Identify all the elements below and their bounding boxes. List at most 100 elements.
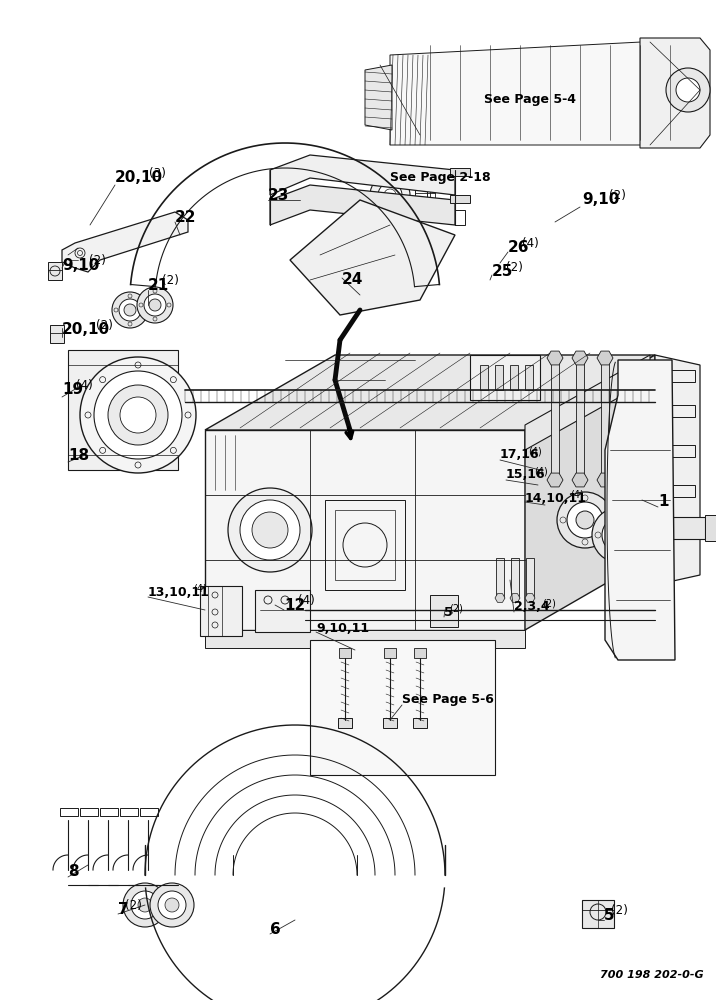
Bar [383,718,397,728]
Circle shape [252,512,288,548]
Text: 7: 7 [118,902,129,918]
Polygon shape [365,65,392,130]
Text: 19: 19 [62,382,83,397]
Bar [660,370,695,382]
Circle shape [123,883,167,927]
Text: (2): (2) [542,598,556,608]
Polygon shape [62,212,188,272]
Text: 20,10: 20,10 [115,170,163,186]
Text: 2,3,4: 2,3,4 [514,600,550,613]
Text: (2): (2) [125,899,142,912]
Text: (3): (3) [149,167,166,180]
Text: 20,10: 20,10 [62,322,110,338]
Bar [496,558,504,598]
Bar [526,558,534,598]
Circle shape [165,898,179,912]
Bar [120,808,138,816]
Text: (2): (2) [505,261,523,274]
Circle shape [602,517,638,553]
Polygon shape [510,594,520,602]
Polygon shape [470,355,540,400]
Circle shape [119,299,141,321]
Bar [205,430,525,630]
Bar [338,718,352,728]
Circle shape [149,299,161,311]
Text: 5: 5 [444,605,453,618]
Polygon shape [572,473,588,487]
Polygon shape [597,351,613,365]
Polygon shape [655,355,700,585]
Circle shape [137,287,173,323]
Text: See Page 5-4: See Page 5-4 [484,94,576,106]
Text: (2): (2) [611,904,628,917]
Bar [582,900,614,928]
Text: 21: 21 [148,277,169,292]
Bar [335,510,395,580]
Text: 6: 6 [270,922,281,938]
Text: 9,10: 9,10 [582,192,619,208]
Text: See Page 2-18: See Page 2-18 [390,172,490,184]
Text: (4): (4) [534,466,548,476]
Text: 1: 1 [658,494,669,510]
Circle shape [676,78,700,102]
Bar [551,360,559,480]
Polygon shape [605,360,675,660]
Bar [415,185,427,203]
Text: 25: 25 [492,264,513,279]
Text: 15,16: 15,16 [506,468,546,482]
Text: 12: 12 [284,597,305,612]
Bar [50,325,64,343]
Text: (2): (2) [450,603,463,613]
Bar [576,360,584,480]
Polygon shape [525,594,535,602]
Circle shape [240,500,300,560]
Text: (4): (4) [298,594,314,607]
Polygon shape [572,351,588,365]
Text: (2): (2) [96,319,113,332]
Circle shape [131,891,159,919]
Bar [430,595,458,627]
Bar [140,808,158,816]
Bar [310,640,495,775]
Circle shape [557,492,613,548]
Bar [413,718,427,728]
Circle shape [150,883,194,927]
Bar [525,365,533,390]
Bar [325,500,405,590]
Bar [60,808,78,816]
Bar [48,262,62,280]
Polygon shape [390,40,700,145]
Text: (4): (4) [193,583,206,593]
Text: 9,10: 9,10 [62,257,100,272]
Polygon shape [270,185,455,225]
Circle shape [370,175,410,215]
Circle shape [80,357,196,473]
Bar [384,648,396,658]
Text: 13,10,11: 13,10,11 [148,585,210,598]
Bar [450,168,470,176]
Polygon shape [547,351,563,365]
Bar [255,590,310,632]
Bar [68,350,178,470]
Circle shape [378,183,402,207]
Bar [660,485,695,497]
Text: See Page 5-6: See Page 5-6 [402,694,494,706]
Bar [430,188,435,200]
Polygon shape [525,355,650,450]
Circle shape [158,891,186,919]
Bar [450,195,470,203]
Text: (4): (4) [522,237,538,250]
Bar [205,630,525,648]
Circle shape [567,502,603,538]
Bar [339,648,351,658]
Text: 23: 23 [268,188,289,202]
Text: (4): (4) [76,379,92,392]
Circle shape [228,488,312,572]
Text: 700 198 202-0-G: 700 198 202-0-G [600,970,704,980]
Text: 5: 5 [604,908,614,922]
Circle shape [666,68,710,112]
Bar [100,808,118,816]
Bar [414,648,426,658]
Text: 18: 18 [68,448,89,462]
Text: (4): (4) [528,446,541,456]
